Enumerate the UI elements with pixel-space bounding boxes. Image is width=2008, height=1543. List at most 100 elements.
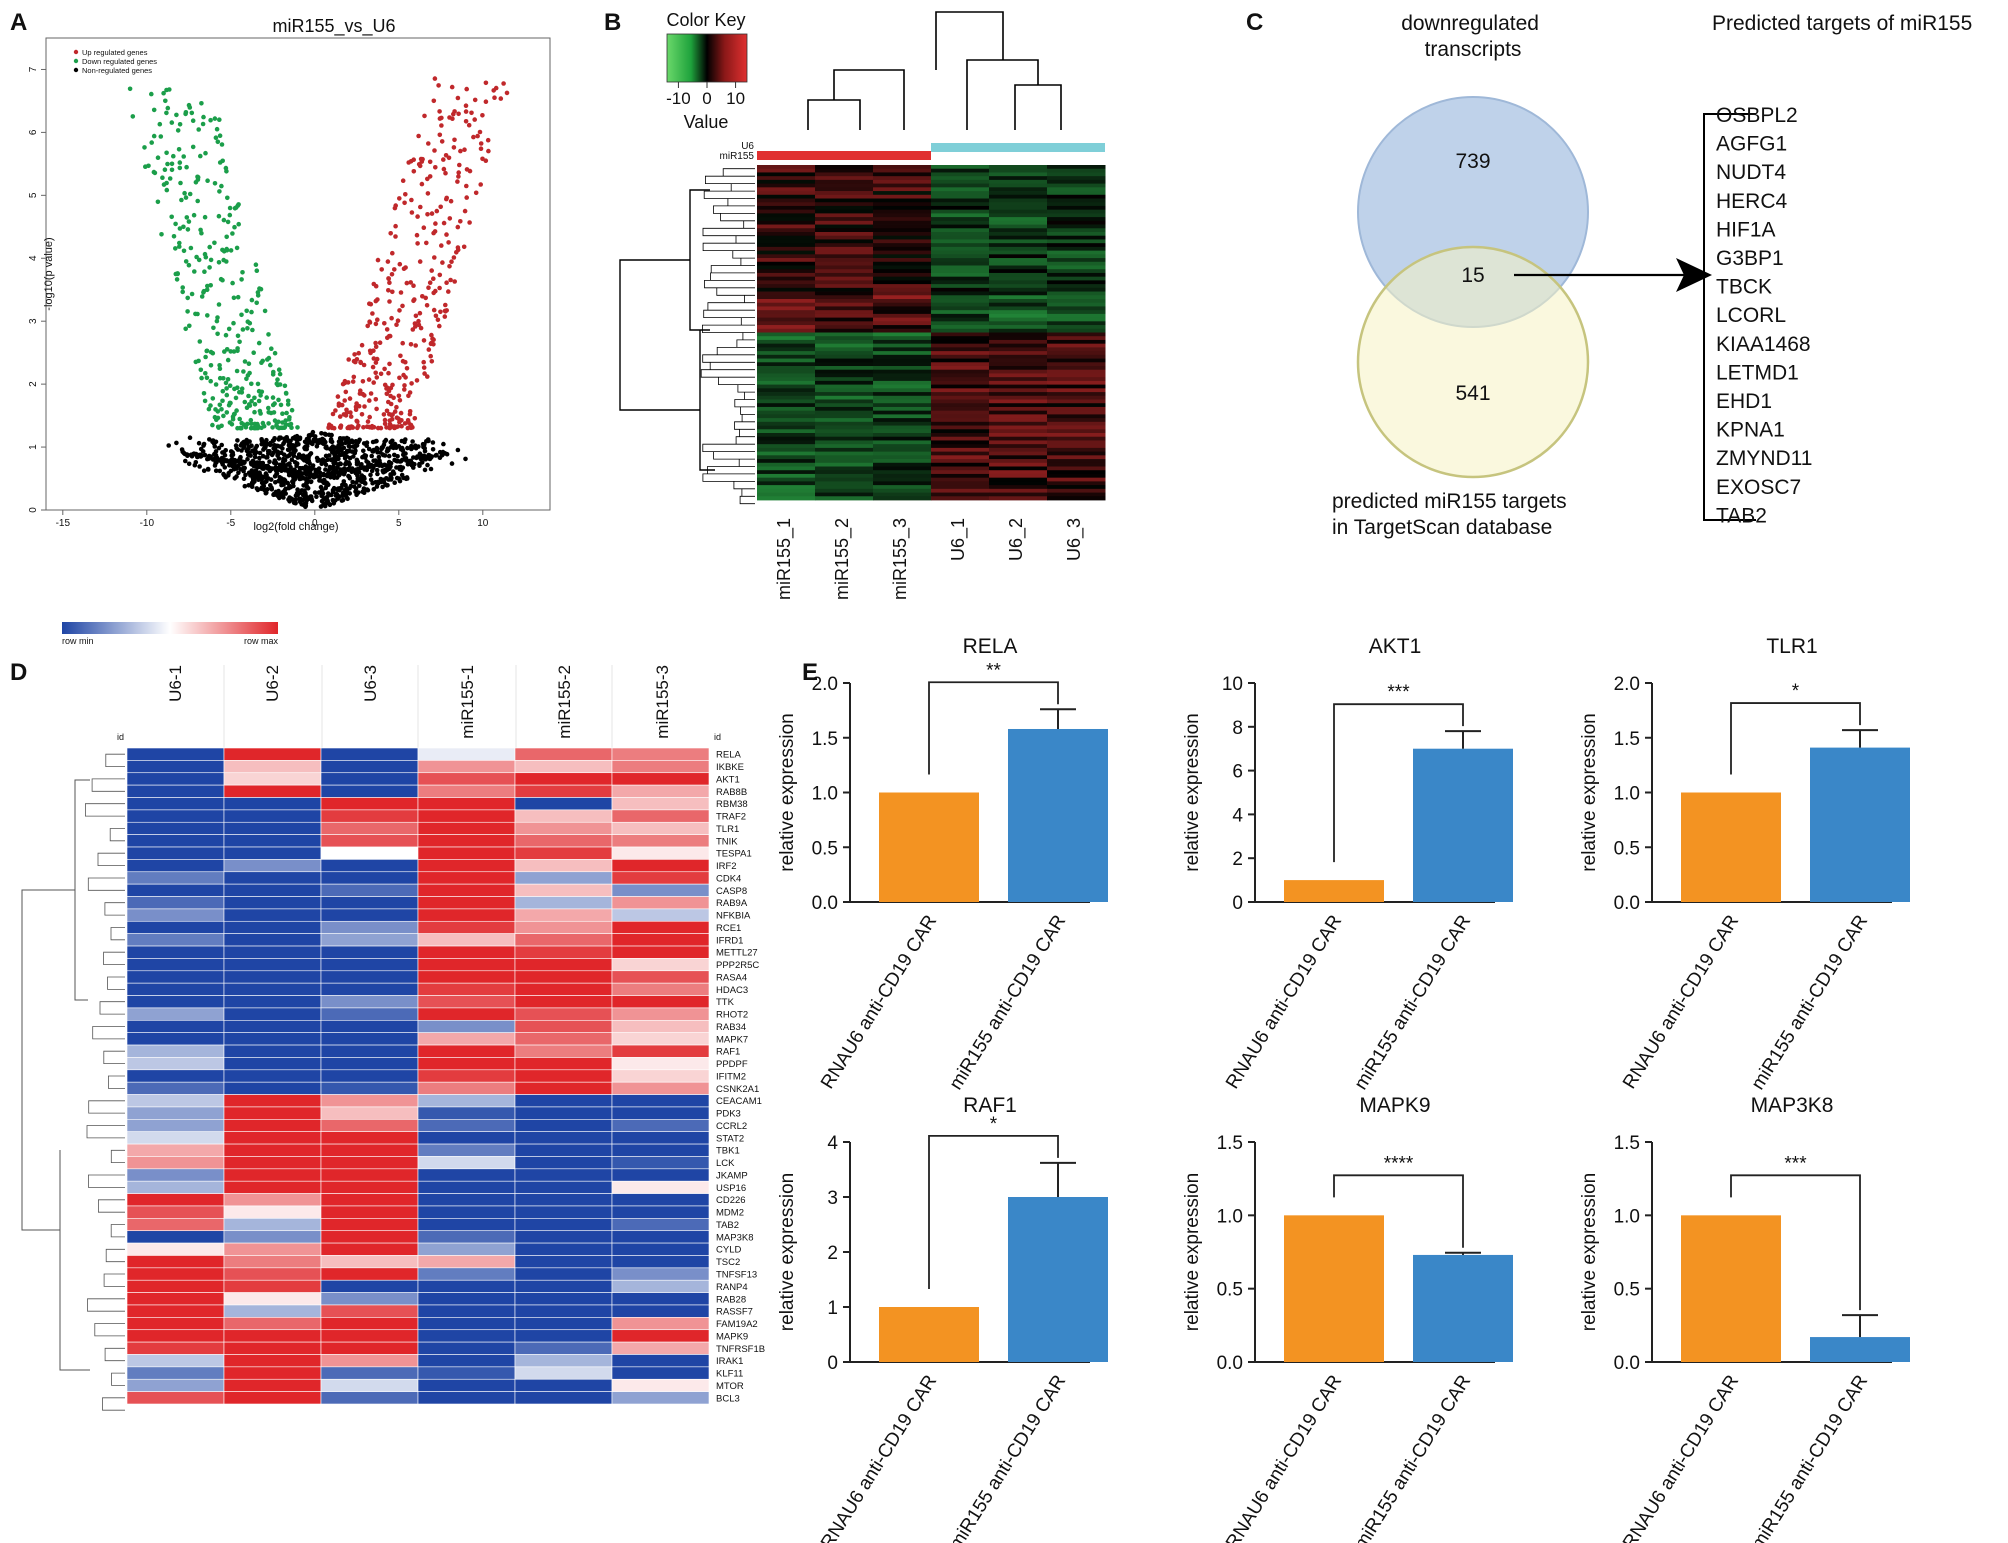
heatmap-b-cell	[931, 451, 990, 456]
target-gene-kpna1: KPNA1	[1716, 419, 1785, 442]
volcano-point-down	[241, 422, 247, 428]
heatmap-b-cell	[873, 246, 932, 252]
volcano-point-non	[269, 487, 275, 492]
heatmap-d-cell	[223, 1218, 322, 1232]
volcano-point-non	[254, 443, 260, 449]
heatmap-b-cell	[815, 176, 874, 181]
volcano-point-up	[420, 294, 425, 299]
heatmap-d-cell	[320, 933, 419, 947]
volcano-point-up	[343, 389, 349, 395]
bar-ytick-label: 2	[1232, 849, 1243, 870]
heatmap-d-scale-bar	[62, 622, 278, 634]
volcano-point-up	[446, 289, 451, 294]
heatmap-d-cell	[514, 747, 613, 761]
heatmap-b-cell	[989, 254, 1048, 259]
heatmap-d-cell	[320, 1267, 419, 1281]
heatmap-d-cell	[223, 1081, 322, 1095]
target-gene-tbck: TBCK	[1716, 276, 1772, 299]
volcano-point-up	[431, 342, 436, 347]
volcano-point-non	[245, 441, 250, 446]
heatmap-d-row-label-csnk2a1: CSNK2A1	[716, 1084, 759, 1095]
heatmap-b-cell	[873, 194, 932, 199]
volcano-point-non	[289, 457, 295, 463]
heatmap-b-cell	[989, 410, 1048, 415]
volcano-point-up	[365, 419, 371, 424]
volcano-point-non	[201, 441, 207, 447]
heatmap-d-cell	[320, 1119, 419, 1132]
volcano-point-up	[358, 359, 363, 365]
heatmap-d-cell	[126, 920, 225, 934]
volcano-point-up	[348, 410, 353, 415]
volcano-point-down	[171, 234, 177, 239]
volcano-point-down	[247, 403, 253, 408]
volcano-point-up	[458, 148, 463, 154]
heatmap-b-cell	[815, 272, 874, 278]
heatmap-b-cell	[1047, 425, 1106, 430]
volcano-point-up	[397, 261, 403, 267]
heatmap-b-cell	[989, 313, 1048, 319]
heatmap-b-cell	[815, 388, 874, 393]
volcano-point-up	[422, 113, 427, 119]
heatmap-b-cell	[1047, 269, 1106, 274]
volcano-point-down	[158, 134, 164, 139]
heatmap-d-cell	[514, 1019, 613, 1033]
heatmap-d-cell	[223, 871, 322, 885]
heatmap-b-cell	[815, 220, 874, 225]
venn-panel: downregulated transcripts 739 15 541 pre…	[1332, 12, 1972, 539]
volcano-point-down	[164, 187, 170, 193]
volcano-point-up	[421, 365, 427, 370]
target-gene-osbpl2: OSBPL2	[1716, 104, 1798, 127]
heatmap-b-cell	[757, 388, 816, 393]
heatmap-d-cell	[223, 1156, 322, 1170]
bar-ytick-label: 2	[827, 1243, 838, 1264]
heatmap-d-cell	[514, 797, 613, 811]
heatmap-b-cell	[757, 414, 816, 419]
heatmap-d-cell	[223, 1366, 322, 1380]
volcano-point-up	[498, 96, 504, 101]
volcano-point-down	[234, 408, 239, 413]
heatmap-b-cell	[1047, 410, 1106, 415]
volcano-point-non	[394, 475, 400, 481]
volcano-point-non	[335, 450, 341, 455]
volcano-point-up	[406, 393, 411, 399]
venn-bottom-label: predicted miR155 targets in TargetScan da…	[1332, 490, 1567, 539]
heatmap-b-cell	[989, 444, 1048, 449]
volcano-point-non	[222, 453, 228, 458]
volcano-point-non	[301, 492, 307, 497]
volcano-point-down	[220, 398, 225, 404]
heatmap-b-cell	[757, 295, 816, 300]
venn-bottom-only-count: 541	[1455, 382, 1490, 405]
heatmap-d-cell	[320, 896, 419, 910]
volcano-point-up	[355, 425, 360, 431]
volcano-point-up	[486, 148, 491, 154]
bar-ytick-label: 1.0	[812, 784, 838, 805]
heatmap-b-cell	[931, 202, 990, 207]
heatmap-b-cell	[931, 481, 990, 486]
heatmap-b-cell	[931, 194, 990, 199]
heatmap-b-cell	[757, 406, 816, 412]
heatmap-b-cell	[1047, 339, 1106, 345]
volcano-point-down	[254, 424, 260, 430]
target-gene-exosc7: EXOSC7	[1716, 476, 1801, 499]
heatmap-b-cell	[815, 291, 874, 296]
bar-xtick-label: miR155 anti-CD19 CAR	[946, 912, 1071, 1094]
volcano-point-up	[455, 245, 461, 250]
heatmap-d-cell	[611, 1032, 710, 1046]
heatmap-b-cell	[757, 220, 816, 225]
volcano-point-down	[262, 308, 268, 314]
heatmap-d-cell	[417, 1354, 516, 1368]
volcano-point-non	[259, 437, 264, 442]
heatmap-d-cell	[611, 1081, 710, 1095]
heatmap-b-cell	[873, 176, 932, 181]
volcano-point-down	[237, 339, 242, 345]
volcano-point-non	[391, 471, 397, 476]
volcano-point-down	[256, 388, 262, 394]
volcano-point-down	[214, 126, 220, 132]
volcano-point-up	[360, 391, 366, 397]
heatmap-d-cell	[611, 1044, 710, 1058]
heatmap-b-cell	[815, 455, 874, 460]
volcano-point-up	[385, 259, 391, 264]
heatmap-b-cell	[815, 354, 874, 359]
significance-stars: ****	[1384, 1153, 1414, 1174]
heatmap-b-cell	[989, 317, 1048, 322]
